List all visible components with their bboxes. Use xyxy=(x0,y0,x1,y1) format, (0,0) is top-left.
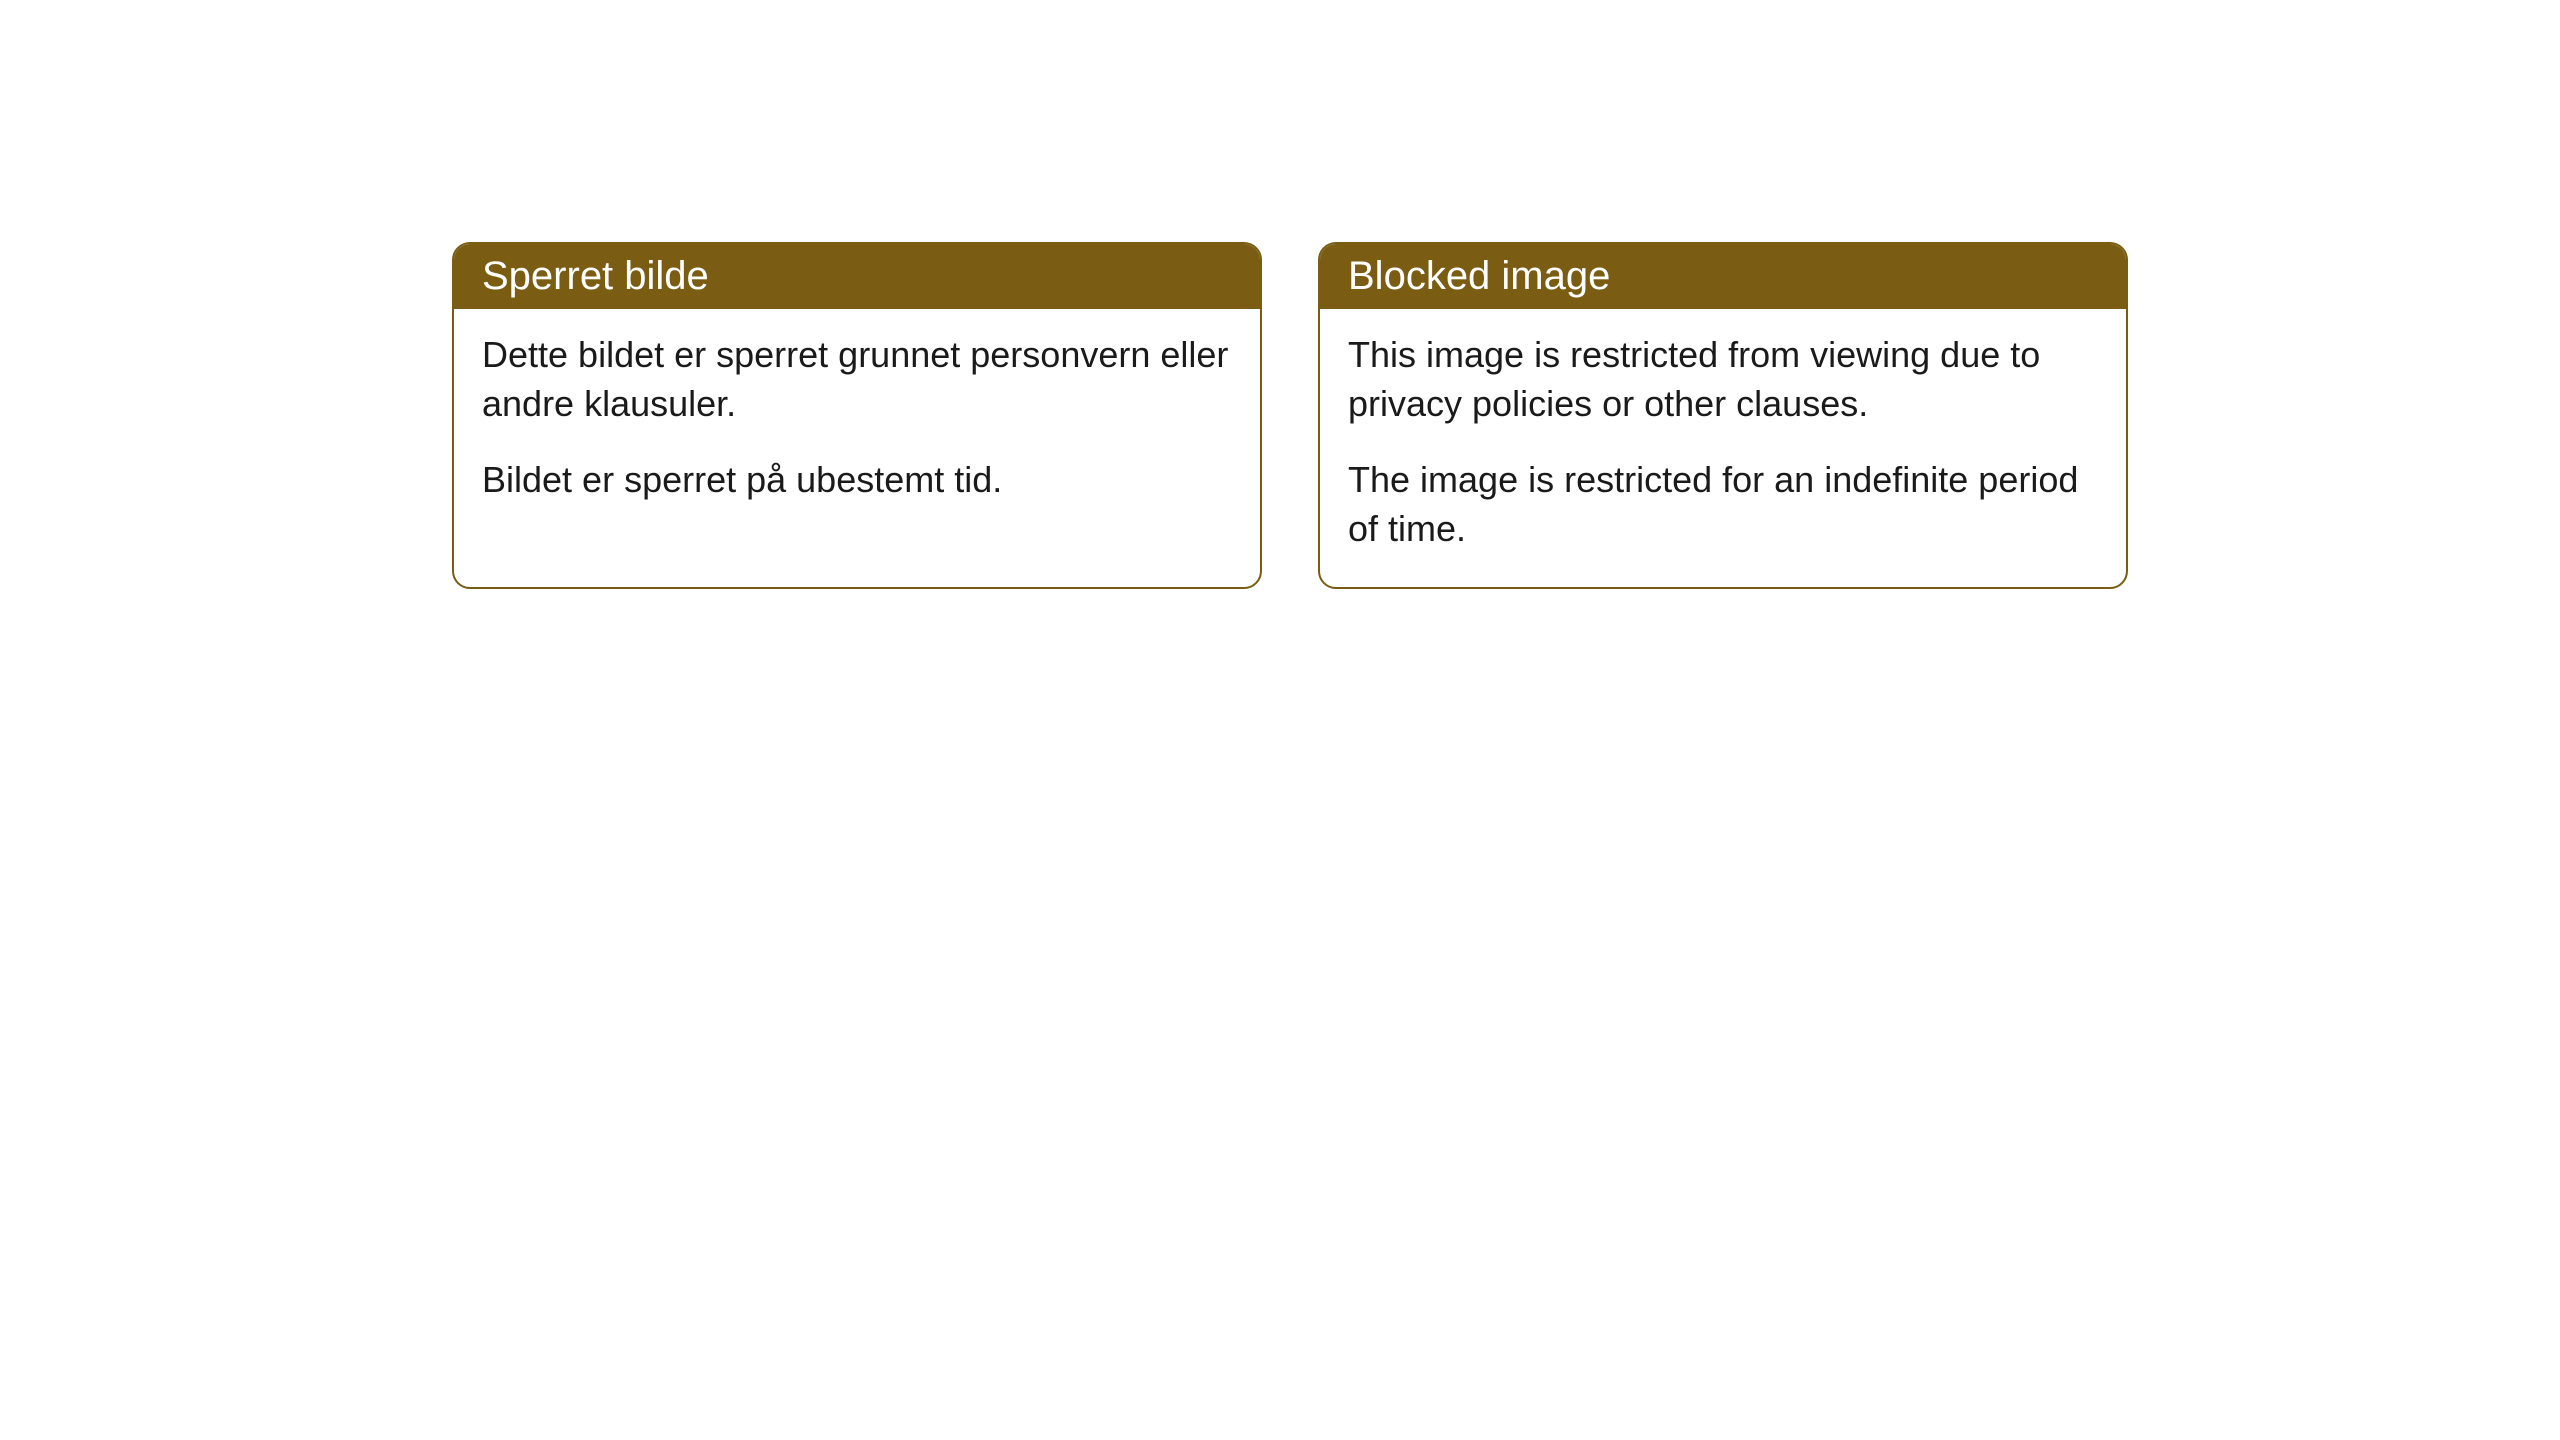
card-body-english: This image is restricted from viewing du… xyxy=(1320,309,2126,587)
card-header-norwegian: Sperret bilde xyxy=(454,244,1260,309)
card-paragraph1-english: This image is restricted from viewing du… xyxy=(1348,331,2098,428)
card-paragraph2-norwegian: Bildet er sperret på ubestemt tid. xyxy=(482,456,1232,505)
card-title-norwegian: Sperret bilde xyxy=(482,254,709,298)
blocked-image-card-english: Blocked image This image is restricted f… xyxy=(1318,242,2128,589)
notice-cards-container: Sperret bilde Dette bildet er sperret gr… xyxy=(452,242,2128,589)
blocked-image-card-norwegian: Sperret bilde Dette bildet er sperret gr… xyxy=(452,242,1262,589)
card-paragraph1-norwegian: Dette bildet er sperret grunnet personve… xyxy=(482,331,1232,428)
card-header-english: Blocked image xyxy=(1320,244,2126,309)
card-body-norwegian: Dette bildet er sperret grunnet personve… xyxy=(454,309,1260,539)
card-title-english: Blocked image xyxy=(1348,254,1610,298)
card-paragraph2-english: The image is restricted for an indefinit… xyxy=(1348,456,2098,553)
